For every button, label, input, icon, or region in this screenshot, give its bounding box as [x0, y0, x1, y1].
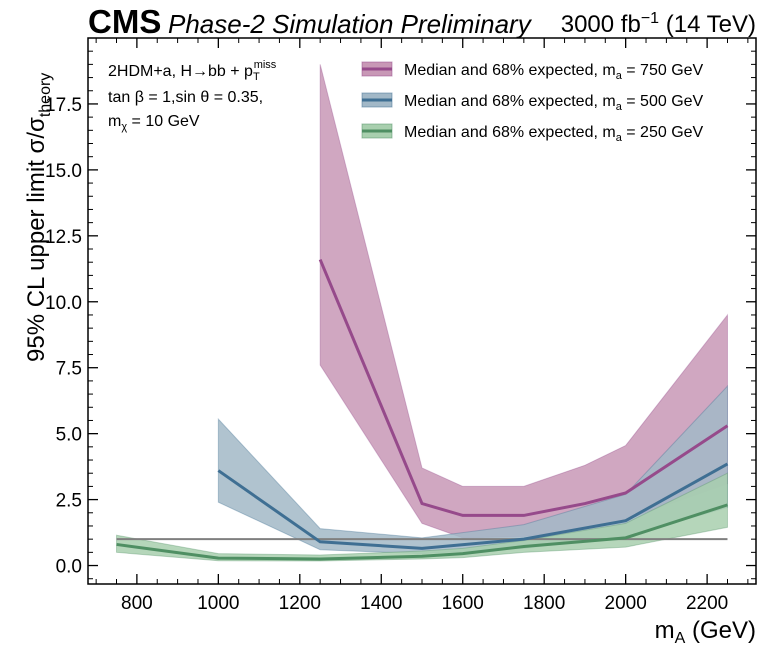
model-annotation-line3: mχ = 10 GeV: [108, 113, 200, 133]
y-tick-label: 2.5: [56, 491, 82, 512]
y-tick-label: 7.5: [56, 359, 82, 380]
x-tick-label: 1600: [442, 593, 484, 614]
x-tick-label: 800: [121, 593, 153, 614]
luminosity-value: 3000 fb: [561, 11, 641, 38]
y-tick-label: 0.0: [56, 557, 82, 578]
model-annotation-line1: 2HDM+a, H→bb + pTmiss: [108, 59, 277, 83]
y-tick-label: 15.0: [45, 161, 82, 182]
luminosity-label: 3000 fb−1 (14 TeV): [561, 10, 756, 38]
luminosity-energy: (14 TeV): [659, 11, 756, 38]
median-line-2: [116, 503, 728, 561]
y-tick-label: 17.5: [45, 95, 82, 116]
luminosity-exponent: −1: [641, 10, 659, 27]
x-tick-label: 1000: [197, 593, 239, 614]
x-tick-label: 1200: [279, 593, 321, 614]
y-tick-label: 10.0: [45, 293, 82, 314]
y-tick-label: 5.0: [56, 425, 82, 446]
x-tick-label: 2000: [605, 593, 647, 614]
x-tick-label: 1400: [360, 593, 402, 614]
legend-label-1: Median and 68% expected, ma = 500 GeV: [404, 93, 704, 113]
experiment-label: CMS: [88, 3, 161, 40]
x-axis-label-main: m: [655, 617, 675, 644]
x-axis-label: mA (GeV): [655, 617, 756, 647]
x-tick-label: 2200: [686, 593, 728, 614]
model-annotation-line2: tan β = 1,sin θ = 0.35,: [108, 89, 263, 106]
y-axis-label-sub: theory: [37, 73, 54, 117]
y-axis-label: 95% CL upper limit σ/σtheory: [23, 73, 54, 362]
y-tick-label: 12.5: [45, 227, 82, 248]
plot-subtitle: Phase-2 Simulation Preliminary: [168, 9, 533, 39]
x-tick-label: 1800: [523, 593, 565, 614]
x-axis-label-rest: (GeV): [685, 617, 756, 644]
legend: Median and 68% expected, ma = 750 GeV Med…: [361, 61, 704, 144]
y-axis-label-main: 95% CL upper limit σ/σ: [23, 117, 50, 362]
x-axis-label-sub: A: [675, 630, 686, 647]
median-lines: [116, 258, 729, 561]
plot-frame: [87, 37, 757, 585]
median-line-0: [318, 258, 729, 517]
legend-label-2: Median and 68% expected, ma = 250 GeV: [404, 124, 704, 144]
legend-label-0: Median and 68% expected, ma = 750 GeV: [404, 62, 704, 82]
median-line-1: [217, 462, 729, 550]
axis-ticks: 800 1000 1200 1400 1600 1800 2000 2200 0.0 2.5 5.0…: [45, 38, 756, 614]
